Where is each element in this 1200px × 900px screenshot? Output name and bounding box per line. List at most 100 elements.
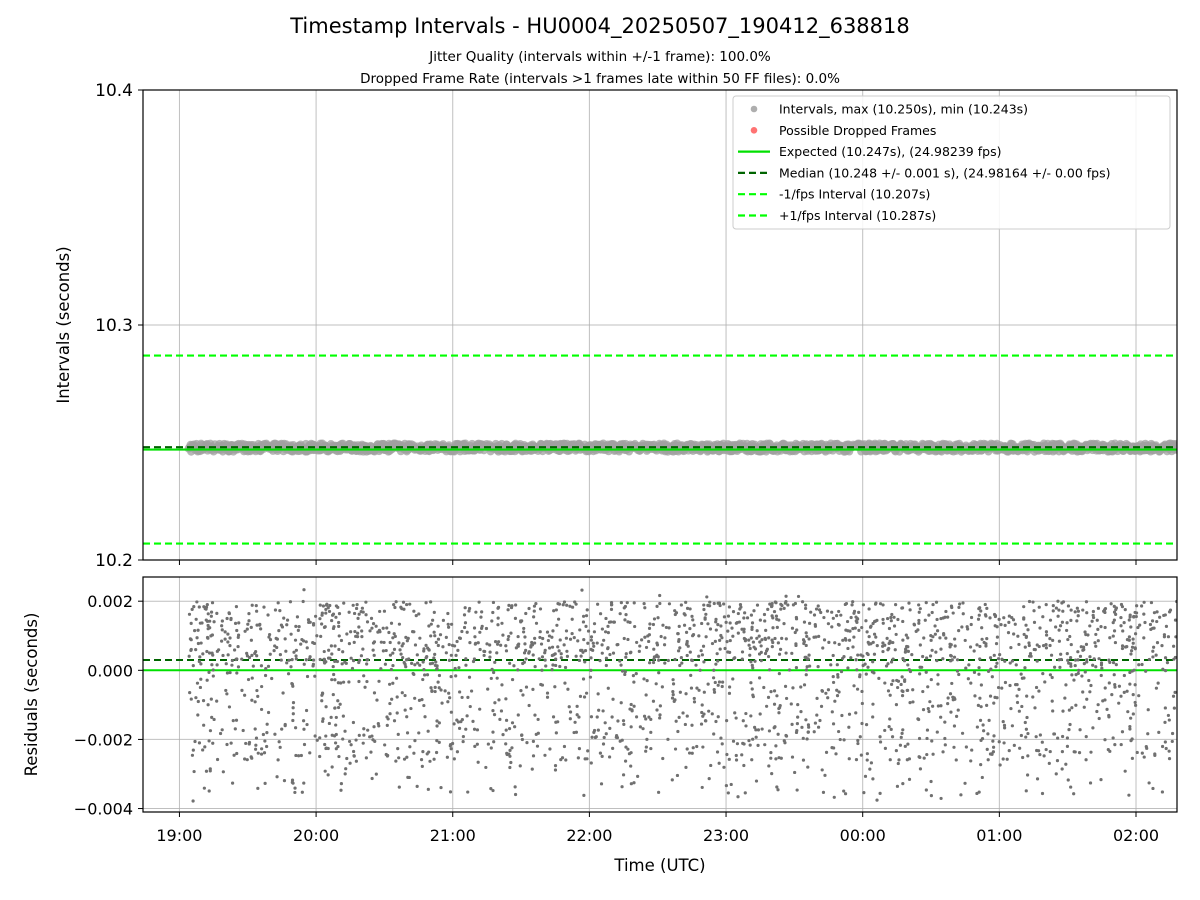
residual-point	[194, 696, 198, 700]
residual-point	[784, 637, 788, 641]
residual-point	[372, 653, 376, 657]
residual-point	[678, 663, 682, 668]
residual-point	[670, 696, 675, 700]
residual-point	[489, 746, 493, 750]
residual-point	[449, 675, 453, 679]
residual-point	[871, 640, 875, 644]
residual-point	[765, 704, 769, 708]
residual-point	[1007, 749, 1011, 753]
residual-point	[504, 697, 508, 701]
residual-point	[578, 694, 583, 698]
residual-point	[1096, 606, 1101, 610]
residual-point	[698, 668, 702, 672]
residual-point	[679, 603, 683, 607]
residual-point	[426, 646, 430, 650]
residual-point	[1059, 657, 1063, 662]
residual-point	[449, 747, 453, 751]
residual-point	[1127, 618, 1131, 622]
residual-point	[419, 758, 424, 762]
residual-point	[403, 693, 407, 698]
residual-point	[878, 740, 883, 744]
residual-point	[339, 782, 344, 786]
residual-point	[1083, 630, 1087, 634]
residual-point	[604, 663, 608, 668]
residual-point	[867, 642, 871, 646]
residual-point	[1131, 693, 1135, 697]
residual-point	[1134, 614, 1138, 619]
residual-point	[1085, 660, 1089, 664]
residual-point	[204, 618, 208, 622]
residual-point	[504, 728, 508, 732]
residual-point	[654, 682, 658, 686]
residual-point	[1166, 713, 1171, 718]
residual-point	[847, 725, 851, 729]
residual-point	[1084, 758, 1088, 762]
residual-point	[245, 654, 249, 658]
residual-point	[493, 640, 498, 644]
residual-point	[640, 638, 644, 642]
residual-point	[1128, 613, 1132, 617]
residual-point	[712, 732, 716, 736]
residual-point	[671, 682, 676, 686]
residual-point	[362, 733, 366, 737]
residual-point	[929, 677, 933, 682]
residual-point	[721, 680, 725, 684]
residual-point	[629, 782, 633, 786]
residual-point	[785, 696, 789, 701]
residual-point	[816, 604, 820, 608]
residual-point	[865, 752, 869, 756]
residual-point	[448, 742, 453, 747]
residual-point	[724, 620, 728, 624]
residual-point	[917, 603, 921, 607]
residual-point	[855, 687, 860, 691]
residual-point	[684, 692, 688, 696]
residual-point	[878, 602, 883, 606]
residual-point	[749, 636, 753, 640]
residual-point	[1044, 633, 1049, 637]
residual-point	[434, 640, 438, 644]
residual-point	[908, 669, 913, 674]
residual-point	[301, 719, 306, 723]
residual-point	[422, 667, 426, 672]
residual-point	[413, 663, 417, 667]
residual-point	[963, 781, 967, 785]
residual-point	[941, 750, 945, 754]
residual-point	[491, 788, 495, 793]
residual-point	[997, 740, 1001, 744]
residual-point	[995, 696, 999, 700]
residual-point	[602, 638, 606, 642]
residual-point	[754, 728, 758, 732]
residual-point	[701, 745, 705, 749]
residual-point	[1073, 610, 1077, 614]
residual-point	[327, 721, 331, 726]
residual-point	[291, 706, 295, 710]
residual-point	[738, 603, 743, 607]
residual-point	[472, 727, 477, 731]
residual-point	[208, 769, 212, 773]
residual-point	[1172, 706, 1176, 710]
residual-point	[758, 712, 762, 716]
residual-point	[301, 599, 305, 604]
residual-point	[394, 759, 398, 763]
residual-point	[885, 636, 889, 640]
residual-point	[527, 606, 531, 611]
residual-point	[856, 741, 860, 746]
residual-point	[408, 745, 412, 749]
residual-point	[771, 626, 775, 630]
residual-point	[478, 630, 482, 634]
residual-point	[678, 646, 682, 650]
residual-point	[928, 654, 933, 658]
residual-point	[871, 702, 875, 706]
residual-point	[454, 674, 458, 678]
residual-point	[807, 637, 811, 641]
residual-point	[343, 729, 347, 733]
residual-point	[969, 681, 973, 685]
residual-point	[1018, 746, 1022, 750]
residual-point	[414, 613, 418, 618]
residual-point	[1171, 694, 1176, 698]
residual-point	[255, 609, 259, 613]
residual-point	[522, 660, 526, 664]
residual-point	[793, 601, 798, 606]
residual-point	[820, 768, 824, 772]
residual-point	[1031, 600, 1035, 604]
